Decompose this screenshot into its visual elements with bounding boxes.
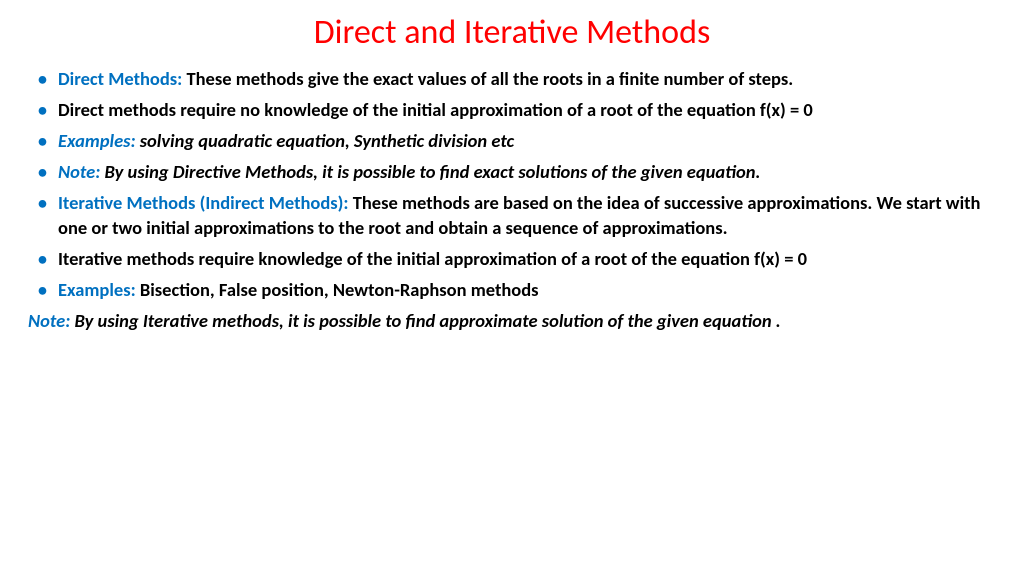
bullet-list: • Direct Methods: These methods give the … (28, 67, 996, 303)
item-lead: Iterative Methods (Indirect Methods): (58, 191, 353, 214)
list-item: • Examples: solving quadratic equation, S… (28, 129, 996, 154)
item-lead: Note: (58, 160, 105, 183)
footnote-lead: Note: (28, 309, 75, 332)
item-lead: Direct Methods: (58, 67, 186, 90)
bullet-marker: • (38, 98, 47, 122)
list-item: • Direct methods require no knowledge of … (28, 98, 996, 123)
item-body: These methods give the exact values of a… (186, 67, 793, 90)
list-item: • Examples: Bisection, False position, Ne… (28, 278, 996, 303)
bullet-marker: • (38, 278, 47, 302)
slide-title: Direct and Iterative Methods (28, 12, 996, 53)
footnote: Note: By using Iterative methods, it is … (28, 309, 996, 334)
item-body: solving quadratic equation, Synthetic di… (140, 129, 514, 152)
item-body: Bisection, False position, Newton-Raphso… (140, 278, 539, 301)
item-lead: Examples: (58, 278, 140, 301)
item-body: Direct methods require no knowledge of t… (58, 98, 813, 121)
bullet-marker: • (38, 191, 47, 215)
list-item: •Iterative Methods (Indirect Methods): T… (28, 191, 996, 241)
bullet-marker: • (38, 160, 47, 184)
footnote-body: By using Iterative methods, it is possib… (75, 309, 781, 332)
list-item: • Iterative methods require knowledge of … (28, 247, 996, 272)
bullet-marker: • (38, 247, 47, 271)
bullet-marker: • (38, 129, 47, 153)
item-lead: Examples: (58, 129, 140, 152)
item-body: By using Directive Methods, it is possib… (105, 160, 761, 183)
item-body: Iterative methods require knowledge of t… (58, 247, 807, 270)
list-item: • Note: By using Directive Methods, it i… (28, 160, 996, 185)
bullet-marker: • (38, 67, 47, 91)
list-item: • Direct Methods: These methods give the … (28, 67, 996, 92)
